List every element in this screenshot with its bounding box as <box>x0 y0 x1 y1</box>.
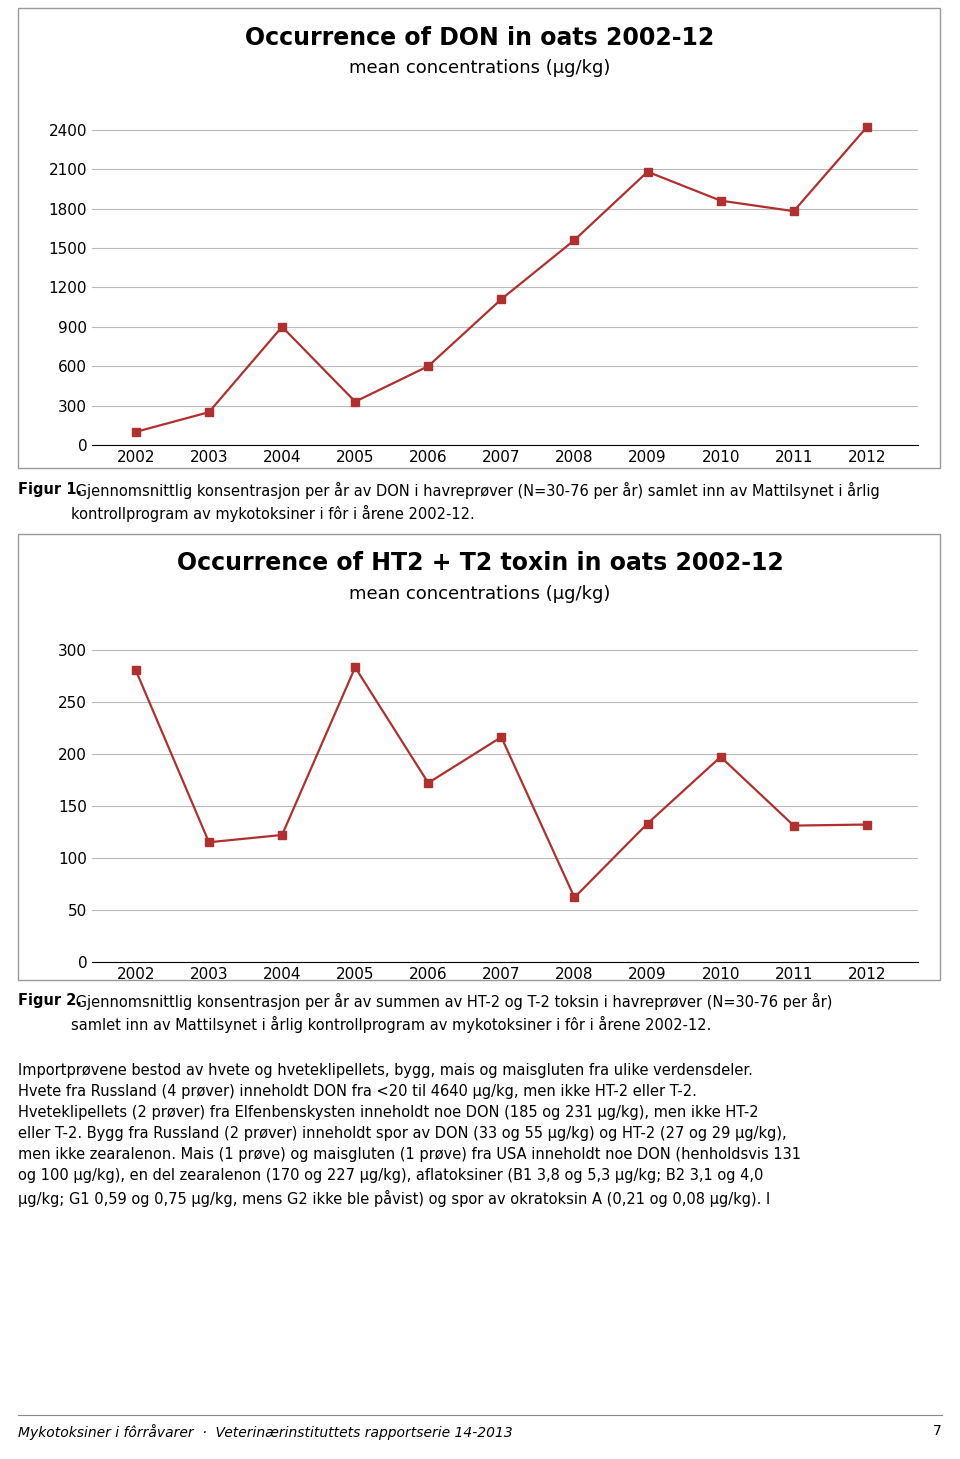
Text: Occurrence of DON in oats 2002-12: Occurrence of DON in oats 2002-12 <box>246 26 714 50</box>
Text: Gjennomsnittlig konsentrasjon per år av DON i havreprøver (N=30-76 per år) samle: Gjennomsnittlig konsentrasjon per år av … <box>71 481 879 522</box>
Text: 7: 7 <box>933 1424 942 1439</box>
Text: Figur 2.: Figur 2. <box>18 994 82 1008</box>
Text: Gjennomsnittlig konsentrasjon per år av summen av HT-2 og T-2 toksin i havreprøv: Gjennomsnittlig konsentrasjon per år av … <box>71 994 832 1033</box>
Text: Importprøvene bestod av hvete og hveteklipellets, bygg, mais og maisgluten fra u: Importprøvene bestod av hvete og hvetekl… <box>18 1064 801 1207</box>
Text: Occurrence of HT2 + T2 toxin in oats 2002-12: Occurrence of HT2 + T2 toxin in oats 200… <box>177 552 783 575</box>
Text: mean concentrations (µg/kg): mean concentrations (µg/kg) <box>349 58 611 77</box>
Text: mean concentrations (µg/kg): mean concentrations (µg/kg) <box>349 585 611 603</box>
Text: Figur 1.: Figur 1. <box>18 481 83 498</box>
Text: Mykotoksiner i fôrråvarer  ·  Veterinærinstituttets rapportserie 14-2013: Mykotoksiner i fôrråvarer · Veterinærins… <box>18 1424 513 1440</box>
